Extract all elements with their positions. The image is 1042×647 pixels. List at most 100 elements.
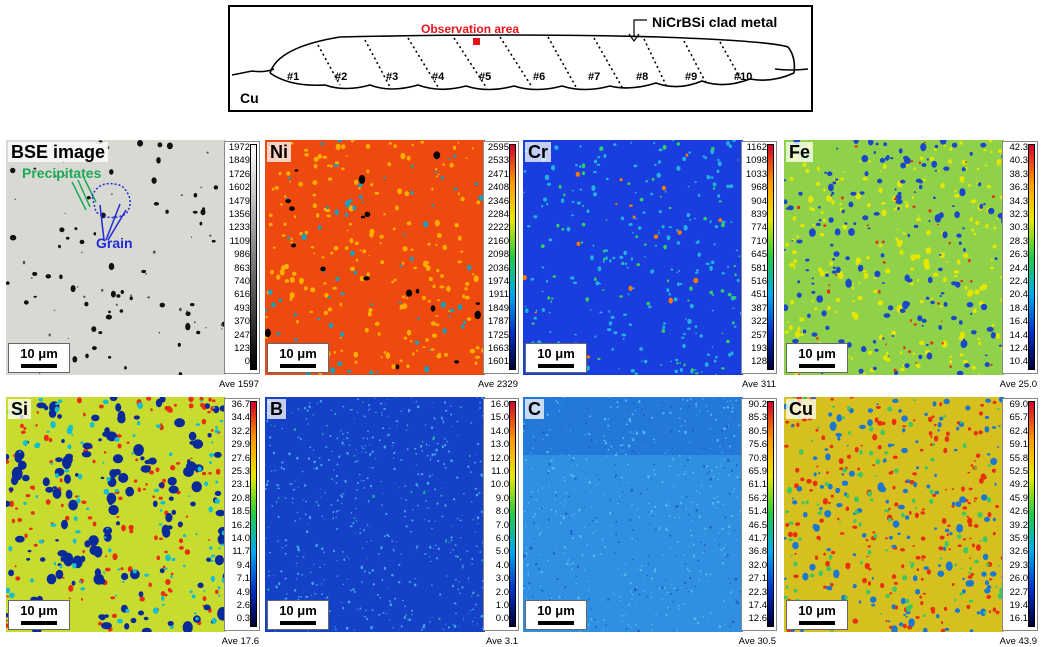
scale-tick-label: 42.6 [1009,506,1029,518]
scale-bar-line [21,621,57,625]
bead-label: #6 [533,71,546,83]
scale-tick-label: 2408 [487,182,509,194]
scale-tick-label: 22.7 [1009,586,1029,598]
scale-bar-line [538,621,574,625]
observation-area-label: Observation area [421,22,520,36]
scale-tick-label: 1602 [228,182,250,194]
panel-label: Fe [786,142,814,162]
panel-label: BSE image [8,142,109,162]
scale-tick-label: 34.3 [1009,195,1029,207]
scale-tick-label: 30.3 [1009,222,1029,234]
bead-label: #9 [685,71,698,83]
scale-tick-label: 616 [234,289,250,301]
scale-tick-label: 0.3 [236,613,250,625]
scale-tick-label: 7.1 [236,573,250,585]
scale-tick-label: 4.0 [495,559,509,571]
scale-tick-label: 5.0 [495,546,509,558]
scale-tick-label: 61.1 [748,479,768,491]
map-panel: 42.3 40.3 38.3 36.3 34.3 32.3 30.3 28.3 26.3 24.4… [784,140,1039,390]
scale-tick-label: 839 [751,209,767,220]
map-panel: 1162 1098 1033 968 904 839 774 710 645 581 516 451 3… [523,140,778,390]
scale-tick-label: 3.0 [495,573,509,585]
scale-tick-label: 986 [234,249,250,261]
scale-tick-label: 90.2 [748,399,768,410]
scale-tick-label: 493 [234,302,250,314]
scale-tick-label: 0 [244,356,250,368]
scale-tick-label: 6.0 [495,533,509,544]
intensity-scale: 2595 2533 2471 2408 2346 2284 2222 2160 2098 2036… [483,141,519,374]
scale-tick-label: 128 [751,356,767,368]
scale-tick-label: 36.8 [748,546,768,558]
scale-ticks: 36.7 34.4 32.2 29.9 27.6 25.3 23.1 20.8 18.5 16.2… [226,399,251,629]
scale-tick-label: 65.9 [748,466,768,477]
scale-tick-label: 23.1 [231,479,251,491]
scale-tick-label: 42.3 [1009,142,1029,153]
scale-tick-label: 10.0 [490,479,510,491]
scale-tick-label: 451 [751,289,767,301]
panel-label: Cu [786,399,816,419]
scale-tick-label: 2471 [487,168,509,180]
element-map [265,397,487,632]
scale-tick-label: 16.0 [490,399,510,410]
color-bar [509,144,516,370]
scale-tick-label: 55.8 [1009,452,1029,464]
scale-tick-label: 0.0 [495,613,509,625]
scale-tick-label: 904 [751,195,767,207]
scale-tick-label: 1911 [488,289,509,301]
scale-tick-label: 29.3 [1009,559,1029,571]
element-map [523,140,745,375]
panel-label: C [525,399,544,419]
scale-tick-label: 14.0 [231,533,251,544]
scale-tick-label: 968 [751,182,767,194]
scale-tick-label: 4.9 [236,586,250,598]
scale-tick-label: 52.5 [1009,466,1029,477]
scale-bar-label: 10 μm [798,346,836,361]
bead-label: #5 [479,71,492,83]
scale-tick-label: 1162 [746,142,767,153]
scale-tick-label: 18.5 [231,506,251,518]
color-bar [767,401,774,627]
scale-bar-label: 10 μm [279,603,317,618]
observation-marker [473,38,480,45]
scale-bar-label: 10 μm [20,346,58,361]
element-map [6,140,227,375]
scale-tick-label: 123 [234,343,250,354]
scale-tick-label: 1109 [229,235,250,247]
panel-label: Ni [267,142,291,162]
scale-tick-label: 1233 [228,222,250,234]
scale-tick-label: 46.5 [748,519,768,531]
scale-tick-label: 2284 [487,209,509,220]
scale-tick-label: 36.7 [231,399,251,410]
scale-tick-label: 36.3 [1009,182,1029,194]
scale-tick-label: 35.9 [1009,533,1029,544]
scale-bar: 10 μm [8,600,70,630]
bead-label: #3 [386,71,399,83]
scale-tick-label: 56.2 [748,492,768,504]
scale-tick-label: 32.0 [748,559,768,571]
scale-tick-label: 2098 [487,249,509,261]
scale-tick-label: 80.5 [748,425,768,437]
scale-tick-label: 59.1 [1009,439,1029,451]
map-panel: 2595 2533 2471 2408 2346 2284 2222 2160 2098 2036… [265,140,520,390]
scale-ticks: 2595 2533 2471 2408 2346 2284 2222 2160 2098 2036… [485,143,509,372]
scale-tick-label: 27.1 [748,573,768,585]
element-map [784,397,1006,632]
scale-tick-label: 22.4 [1009,276,1029,287]
panel-label: B [267,399,286,419]
intensity-scale: 36.7 34.4 32.2 29.9 27.6 25.3 23.1 20.8 18.5 16.2… [224,398,260,631]
scale-tick-label: 193 [751,343,767,354]
scale-bar-line [799,621,835,625]
scale-tick-label: 2.0 [495,586,509,598]
scale-tick-label: 85.3 [748,412,768,424]
scale-tick-label: 1098 [745,155,767,167]
scale-tick-label: 581 [751,262,767,274]
color-bar [250,144,257,370]
intensity-scale: 1972 1849 1726 1602 1479 1356 1233 1109 986 863 74… [224,141,260,374]
scale-tick-label: 2160 [487,235,509,247]
scale-tick-label: 62.4 [1009,425,1029,437]
map-panel: 16.0 15.0 14.0 13.0 12.0 11.0 10.0 9.0 8.0 7.0 6.0… [265,397,520,647]
scale-ticks: 42.3 40.3 38.3 36.3 34.3 32.3 30.3 28.3 26.3 24.4… [1004,142,1029,372]
scale-tick-label: 11.7 [232,546,250,558]
scale-tick-label: 387 [751,302,767,314]
scale-tick-label: 14.0 [490,425,510,437]
